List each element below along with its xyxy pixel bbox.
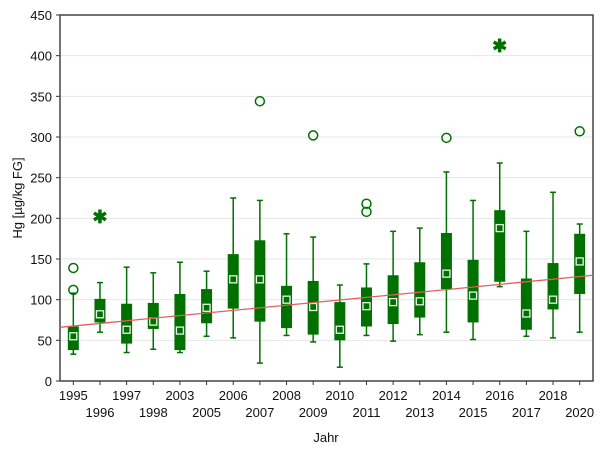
y-tick-label: 400 <box>30 49 52 64</box>
box <box>520 278 532 330</box>
x-tick-label: 2003 <box>165 388 194 403</box>
x-axis-label: Jahr <box>313 430 339 445</box>
median-marker <box>415 297 424 306</box>
plot-frame <box>59 14 594 382</box>
x-tick-label: 2017 <box>512 405 541 420</box>
median-marker <box>149 317 158 326</box>
x-tick-label: 2016 <box>485 388 514 403</box>
y-tick-label: 200 <box>30 211 52 226</box>
extreme-point: ✱ <box>92 207 107 227</box>
median-marker <box>309 302 318 312</box>
outlier-point <box>254 95 266 107</box>
y-tick-label: 350 <box>30 89 52 104</box>
x-tick-label: 2015 <box>459 405 488 420</box>
extreme-point: ✱ <box>492 36 507 56</box>
x-tick-label: 1997 <box>112 388 141 403</box>
outlier-point <box>361 206 372 218</box>
x-tick-label: 2012 <box>379 388 408 403</box>
y-tick-label: 100 <box>30 293 52 308</box>
outlier-point <box>68 262 79 274</box>
median-marker <box>548 295 558 304</box>
y-axis-label: Hg [µg/kg FG] <box>10 157 25 238</box>
median-marker <box>335 325 344 334</box>
x-tick-label: 1995 <box>59 388 88 403</box>
y-tick-label: 150 <box>30 252 52 267</box>
x-tick-label: 2014 <box>432 388 461 403</box>
x-tick-label: 2005 <box>192 405 221 420</box>
box <box>414 262 426 318</box>
box <box>334 302 346 341</box>
outlier-point <box>574 126 585 137</box>
box <box>547 263 559 310</box>
trend-line <box>59 274 594 328</box>
median-marker <box>69 332 78 341</box>
median-marker <box>388 297 398 307</box>
median-marker <box>575 257 584 266</box>
median-marker <box>442 269 451 278</box>
x-tick-label: 2008 <box>272 388 301 403</box>
median-marker <box>522 309 531 318</box>
box <box>147 302 159 329</box>
y-tick-label: 450 <box>30 8 52 23</box>
x-tick-label: 1998 <box>139 405 168 420</box>
box <box>494 210 506 282</box>
y-tick-label: 0 <box>45 374 52 389</box>
box <box>174 293 186 351</box>
median-marker <box>95 310 105 319</box>
x-tick-label: 2007 <box>245 405 274 420</box>
x-tick-label: 2013 <box>405 405 434 420</box>
x-tick-label: 2009 <box>299 405 328 420</box>
x-tick-label: 2011 <box>352 405 380 420</box>
x-tick-label: 2018 <box>539 388 568 403</box>
y-tick-label: 250 <box>30 171 52 186</box>
median-marker <box>175 326 185 335</box>
outlier-point <box>307 130 319 141</box>
median-marker <box>495 223 504 233</box>
median-marker <box>362 302 371 311</box>
x-tick-label: 2010 <box>325 388 354 403</box>
box <box>440 232 452 290</box>
median-marker <box>122 325 131 334</box>
box <box>467 259 479 323</box>
box <box>121 303 133 344</box>
box <box>281 285 293 329</box>
y-tick-label: 50 <box>38 333 52 348</box>
median-marker <box>229 275 238 284</box>
outlier-point <box>441 132 452 144</box>
median-marker <box>282 295 291 304</box>
median-marker <box>468 291 478 300</box>
x-tick-label: 1996 <box>86 405 115 420</box>
y-tick-label: 300 <box>30 130 52 145</box>
x-tick-label: 2006 <box>219 388 248 403</box>
outlier-point <box>361 198 372 209</box>
outlier-point <box>68 284 79 296</box>
median-marker <box>255 275 265 284</box>
median-marker <box>202 303 211 312</box>
x-tick-label: 2020 <box>565 405 594 420</box>
